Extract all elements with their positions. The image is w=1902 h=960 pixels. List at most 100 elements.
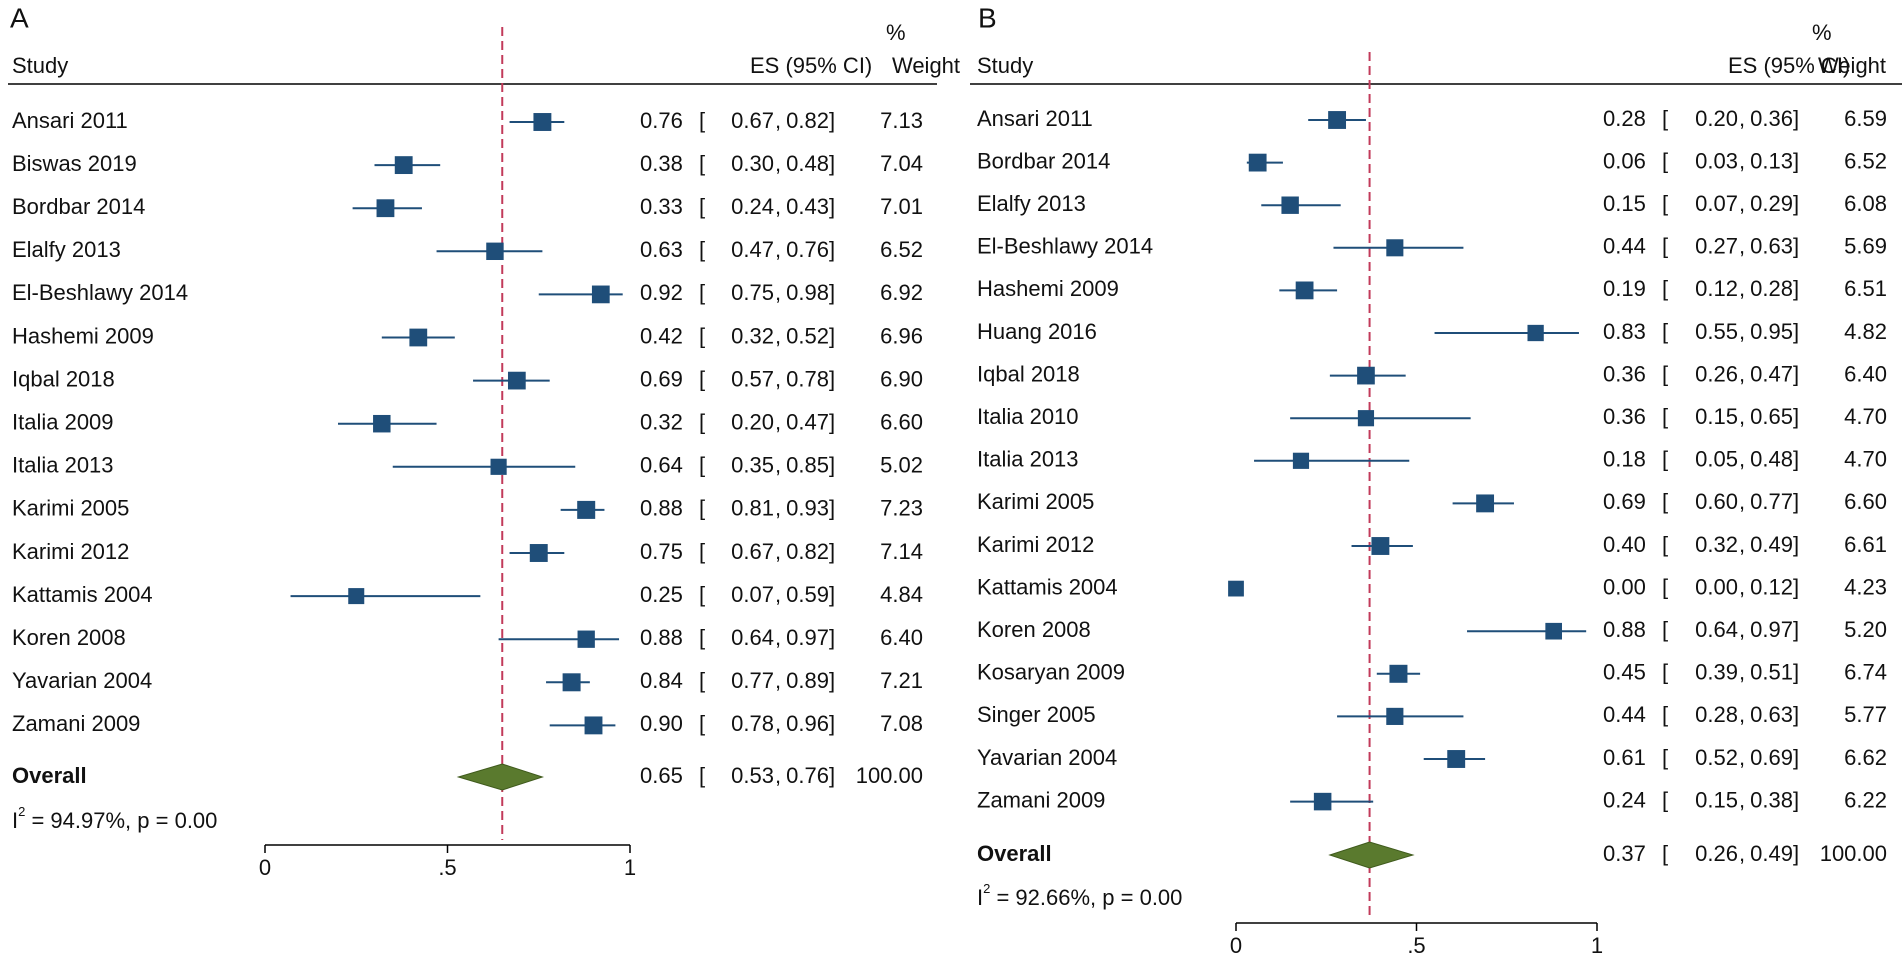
weight-value: 6.40	[880, 625, 923, 650]
x-tick-label: .5	[1407, 933, 1425, 958]
ci-comma: ,	[1739, 532, 1745, 557]
effect-marker	[1389, 664, 1408, 683]
study-name: Italia 2009	[12, 410, 114, 435]
ci-upper: 0.93	[786, 496, 829, 521]
effect-marker	[1328, 111, 1347, 129]
ci-upper: 0.38	[1750, 787, 1793, 812]
ci-lower: 0.67	[731, 108, 774, 133]
ci-bracket-close: ]	[1793, 489, 1799, 514]
ci-comma: ,	[1739, 841, 1745, 866]
study-row: Italia 2013 0.64 [0.35, 0.85] 5.02	[12, 453, 923, 478]
weight-value: 6.74	[1844, 660, 1887, 685]
study-row: Yavarian 2004 0.61 [0.52, 0.69] 6.62	[977, 745, 1887, 770]
effect-marker	[591, 285, 610, 304]
study-name: Iqbal 2018	[12, 366, 115, 391]
ci-bracket-open: [	[699, 194, 705, 219]
weight-value: 7.13	[880, 108, 923, 133]
study-row: Koren 2008 0.88 [0.64, 0.97] 6.40	[12, 625, 923, 650]
ci-lower: 0.47	[731, 237, 774, 262]
ci-bracket-open: [	[1662, 276, 1668, 301]
ci-bracket-close: ]	[1793, 787, 1799, 812]
es-value: 0.36	[1603, 404, 1646, 429]
ci-bracket-close: ]	[829, 496, 835, 521]
ci-bracket-close: ]	[1793, 745, 1799, 770]
weight-value: 6.90	[880, 366, 923, 391]
study-row: Italia 2013 0.18 [0.05, 0.48] 4.70	[977, 447, 1887, 472]
ci-bracket-open: [	[1662, 106, 1668, 131]
study-name: Elalfy 2013	[977, 191, 1086, 216]
ci-upper: 0.52	[786, 323, 829, 348]
ci-upper: 0.82	[786, 539, 829, 564]
es-value: 0.61	[1603, 745, 1646, 770]
study-name: Ansari 2011	[977, 106, 1093, 131]
study-name: Elalfy 2013	[12, 237, 121, 262]
effect-marker	[507, 371, 526, 390]
study-name: Italia 2013	[977, 447, 1079, 472]
effect-marker	[1447, 750, 1466, 768]
effect-marker	[577, 630, 595, 648]
study-row: Karimi 2012 0.75 [0.67, 0.82] 7.14	[12, 539, 923, 564]
weight-value: 4.70	[1844, 447, 1887, 472]
study-name: Bordbar 2014	[12, 194, 145, 219]
effect-marker	[1371, 537, 1390, 555]
study-row: Bordbar 2014 0.06 [0.03, 0.13] 6.52	[977, 148, 1887, 173]
effect-marker	[1476, 494, 1495, 513]
effect-marker	[376, 199, 395, 218]
header-es-ci: ES (95% CI)	[1728, 53, 1850, 78]
ci-upper: 0.98	[786, 280, 829, 305]
overall-label: Overall	[977, 841, 1052, 866]
weight-value: 6.61	[1844, 532, 1887, 557]
ci-upper: 0.97	[1750, 617, 1793, 642]
ci-bracket-close: ]	[829, 582, 835, 607]
ci-bracket-close: ]	[829, 711, 835, 736]
weight-value: 7.04	[880, 151, 923, 176]
es-value: 0.32	[640, 410, 683, 435]
ci-bracket-close: ]	[829, 539, 835, 564]
ci-lower: 0.32	[731, 323, 774, 348]
ci-bracket-close: ]	[829, 625, 835, 650]
study-name: Biswas 2019	[12, 151, 137, 176]
ci-bracket-close: ]	[829, 410, 835, 435]
heterogeneity-text: = 92.66%, p = 0.00	[990, 885, 1182, 910]
ci-comma: ,	[1739, 447, 1745, 472]
forest-panel-a: A Study ES (95% CI)% Weight Ansari 2011 0.76 […	[8, 2, 960, 880]
weight-value: 6.92	[880, 280, 923, 305]
es-value: 0.06	[1603, 148, 1646, 173]
study-row: Bordbar 2014 0.33 [0.24, 0.43] 7.01	[12, 194, 923, 219]
study-name: Zamani 2009	[977, 787, 1105, 812]
ci-bracket-open: [	[1662, 361, 1668, 386]
ci-lower: 0.78	[731, 711, 774, 736]
weight-value: 7.23	[880, 496, 923, 521]
study-row: Italia 2010 0.36 [0.15, 0.65] 4.70	[977, 404, 1887, 429]
ci-lower: 0.64	[1695, 617, 1738, 642]
ci-bracket-close: ]	[829, 668, 835, 693]
header-study: Study	[12, 53, 68, 78]
effect-marker	[584, 716, 603, 735]
ci-lower: 0.55	[1695, 319, 1738, 344]
ci-lower: 0.52	[1695, 745, 1738, 770]
ci-upper: 0.59	[786, 582, 829, 607]
ci-upper: 0.76	[786, 237, 829, 262]
study-row: Kattamis 2004 0.25 [0.07, 0.59] 4.84	[12, 582, 923, 607]
ci-comma: ,	[1739, 191, 1745, 216]
ci-comma: ,	[775, 194, 781, 219]
effect-marker	[1386, 239, 1404, 257]
ci-comma: ,	[775, 539, 781, 564]
ci-comma: ,	[1739, 787, 1745, 812]
ci-lower: 0.26	[1695, 361, 1738, 386]
study-row: Huang 2016 0.83 [0.55, 0.95] 4.82	[977, 319, 1887, 344]
ci-lower: 0.07	[1695, 191, 1738, 216]
weight-value: 7.08	[880, 711, 923, 736]
overall-ci-upper: 0.76	[786, 763, 829, 788]
ci-bracket-close: ]	[829, 763, 835, 788]
weight-value: 6.60	[1844, 489, 1887, 514]
ci-comma: ,	[775, 237, 781, 262]
es-value: 0.33	[640, 194, 683, 219]
ci-comma: ,	[1739, 234, 1745, 259]
effect-marker	[486, 242, 504, 261]
ci-bracket-open: [	[699, 496, 705, 521]
effect-marker	[1386, 707, 1404, 725]
effect-marker	[529, 544, 548, 562]
ci-lower: 0.05	[1695, 447, 1738, 472]
